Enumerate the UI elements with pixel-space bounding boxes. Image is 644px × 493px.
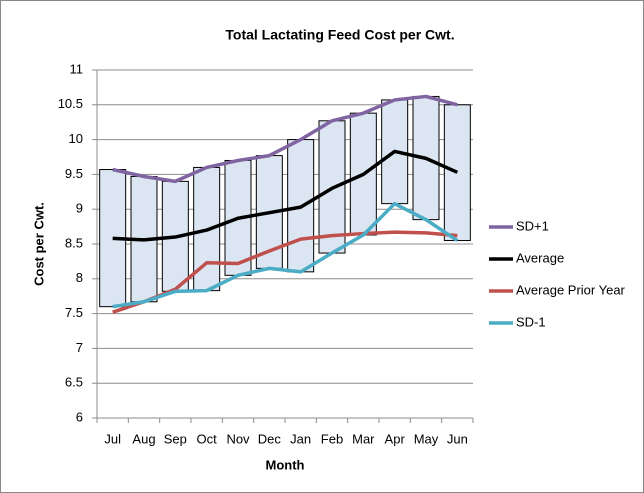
series-line bbox=[112, 201, 459, 309]
y-tick-label: 10 bbox=[69, 131, 83, 146]
y-axis-label: Cost per Cwt. bbox=[31, 202, 46, 286]
y-tick-label: 7.5 bbox=[65, 305, 83, 320]
x-tick-label: May bbox=[414, 431, 439, 446]
range-box bbox=[443, 104, 471, 242]
x-tick-label: Feb bbox=[321, 431, 343, 446]
y-tick-label: 9.5 bbox=[65, 166, 83, 181]
series-line bbox=[112, 149, 459, 242]
chart-title: Total Lactating Feed Cost per Cwt. bbox=[225, 27, 454, 43]
y-tick-label: 8.5 bbox=[65, 235, 83, 250]
x-tick-label: Jan bbox=[290, 431, 311, 446]
y-tick-label: 6.5 bbox=[65, 375, 83, 390]
y-tick-label: 11 bbox=[70, 61, 84, 76]
x-tick-label: Nov bbox=[226, 431, 250, 446]
legend-label: SD+1 bbox=[516, 218, 549, 233]
legend-label: SD-1 bbox=[516, 314, 546, 329]
y-tick-label: 10.5 bbox=[58, 96, 83, 111]
legend-label: Average Prior Year bbox=[516, 282, 626, 297]
x-tick-label: Mar bbox=[352, 431, 375, 446]
x-tick-label: Oct bbox=[197, 431, 218, 446]
y-tick-label: 7 bbox=[76, 340, 83, 355]
x-tick-label: Jul bbox=[104, 431, 121, 446]
y-tick-label: 9 bbox=[76, 201, 83, 216]
x-tick-label: Aug bbox=[132, 431, 155, 446]
legend-label: Average bbox=[516, 250, 564, 265]
x-tick-label: Sep bbox=[164, 431, 187, 446]
x-tick-label: Apr bbox=[385, 431, 406, 446]
x-axis-label: Month bbox=[266, 457, 305, 472]
y-tick-label: 8 bbox=[76, 270, 83, 285]
series-line bbox=[112, 94, 458, 184]
y-tick-label: 6 bbox=[76, 409, 83, 424]
x-tick-label: Dec bbox=[258, 431, 282, 446]
x-tick-label: Jun bbox=[447, 431, 468, 446]
